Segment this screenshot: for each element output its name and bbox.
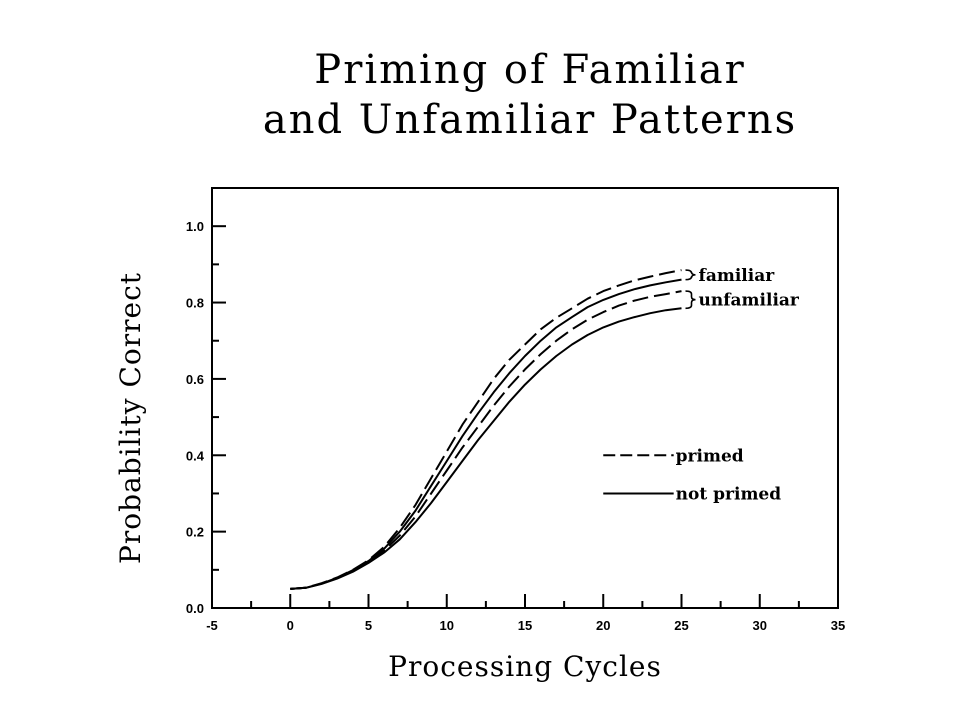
group-bracket-familiar (685, 269, 696, 281)
series-line-unfamiliar-primed (290, 290, 682, 590)
x-tick-label: 30 (753, 618, 767, 633)
y-tick-label: 0.2 (186, 525, 204, 540)
x-tick-label: 15 (518, 618, 532, 633)
x-tick-label: 0 (287, 618, 294, 633)
y-tick-label: 0.8 (186, 296, 204, 311)
y-axis-label: Probability Correct (114, 272, 147, 564)
series-lines (290, 269, 682, 590)
plot-frame (211, 187, 839, 609)
group-brackets: familiar unfamiliar (685, 266, 800, 311)
chart-title-line-2: and Unfamiliar Patterns (262, 97, 798, 143)
legend-label-primed: primed (676, 446, 744, 466)
x-tick-label: 35 (831, 618, 845, 633)
group-label-unfamiliar: unfamiliar (699, 291, 800, 311)
series-line-familiar-not-primed (290, 278, 682, 590)
x-tick-label: 10 (440, 618, 454, 633)
group-bracket-unfamiliar (685, 290, 696, 310)
x-tick-label: 20 (596, 618, 610, 633)
x-tick-label: -5 (206, 618, 218, 633)
chart-title-line-1: Priming of Familiar (314, 47, 746, 93)
x-tick-label: 25 (674, 618, 688, 633)
y-tick-label: 0.6 (186, 372, 204, 387)
plot-axes (211, 187, 839, 609)
legend-label-not-primed: not primed (676, 484, 782, 504)
legend: primed not primed (603, 446, 781, 504)
series-line-unfamiliar-not-primed (290, 307, 682, 590)
y-tick-label: 1.0 (186, 219, 204, 234)
x-axis-label: Processing Cycles (388, 650, 662, 683)
x-tick-label: 5 (365, 618, 372, 633)
y-tick-label: 0.4 (186, 448, 205, 463)
axis-ticks: -5 0 5 10 15 20 25 30 35 0.0 0.2 0.4 0.6 0.8 1.0 (186, 219, 845, 633)
y-tick-label: 0.0 (186, 601, 204, 616)
group-label-familiar: familiar (699, 266, 776, 286)
